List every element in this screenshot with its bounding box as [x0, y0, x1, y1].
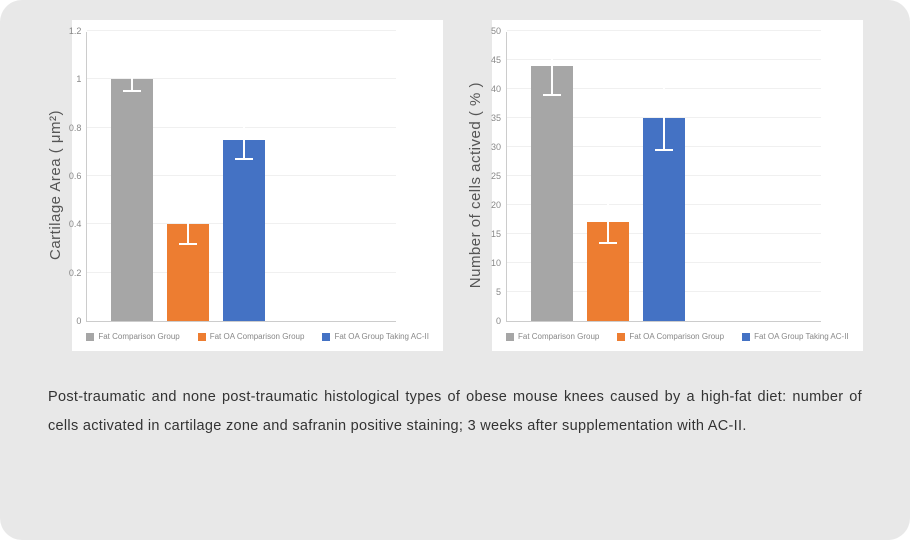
ytick-label: 40 [491, 84, 507, 94]
legend-label: Fat OA Group Taking AC-II [754, 332, 849, 341]
legend-item-2: Fat OA Group Taking AC-II [322, 332, 429, 341]
errorbar-cap [179, 243, 197, 245]
errorbar-cap [123, 90, 141, 92]
errorbar-cap [235, 158, 253, 160]
legend-label: Fat OA Comparison Group [210, 332, 305, 341]
legend-swatch [506, 333, 514, 341]
legend-item-2: Fat OA Group Taking AC-II [742, 332, 849, 341]
chart-right-block: Number of cells actived ( % ) 0510152025… [467, 20, 863, 351]
errorbar-cap [123, 66, 141, 68]
chart-left-block: Cartilage Area ( μm²) 00.20.40.60.811.2 … [47, 20, 443, 351]
errorbar-cap [655, 149, 673, 151]
ytick-label: 25 [491, 171, 507, 181]
ytick-label: 1.2 [69, 26, 88, 36]
gridline [87, 30, 396, 31]
bar-0 [111, 79, 153, 321]
ytick-label: 45 [491, 55, 507, 65]
legend-label: Fat OA Comparison Group [629, 332, 724, 341]
ytick-label: 20 [491, 200, 507, 210]
errorbar-cap [599, 201, 617, 203]
chart-left-ylabel: Cartilage Area ( μm²) [47, 110, 64, 260]
errorbar-cap [543, 94, 561, 96]
ytick-label: 0 [496, 316, 507, 326]
legend-swatch [742, 333, 750, 341]
legend-item-0: Fat Comparison Group [86, 332, 179, 341]
legend-swatch [86, 333, 94, 341]
ytick-label: 0.4 [69, 219, 88, 229]
legend-label: Fat OA Group Taking AC-II [334, 332, 429, 341]
ytick-label: 0.2 [69, 268, 88, 278]
ytick-label: 0 [76, 316, 87, 326]
gridline [507, 59, 821, 60]
legend-label: Fat Comparison Group [98, 332, 179, 341]
ytick-label: 10 [491, 258, 507, 268]
legend-item-0: Fat Comparison Group [506, 332, 599, 341]
chart-right-plot: 05101520253035404550 [506, 32, 821, 322]
ytick-label: 30 [491, 142, 507, 152]
errorbar-stem [131, 67, 133, 91]
ytick-label: 0.6 [69, 171, 88, 181]
ytick-label: 50 [491, 26, 507, 36]
bar-2 [223, 140, 265, 321]
errorbar-stem [663, 86, 665, 150]
bar-0 [531, 66, 573, 321]
charts-row: Cartilage Area ( μm²) 00.20.40.60.811.2 … [28, 20, 882, 351]
gridline [507, 30, 821, 31]
chart-right-legend: Fat Comparison Group Fat OA Comparison Gr… [506, 332, 849, 341]
legend-swatch [322, 333, 330, 341]
errorbar-stem [243, 120, 245, 159]
chart-left-plot: 00.20.40.60.811.2 [86, 32, 396, 322]
errorbar-stem [551, 37, 553, 95]
errorbar-cap [655, 85, 673, 87]
chart-left-legend: Fat Comparison Group Fat OA Comparison Gr… [86, 332, 429, 341]
errorbar-cap [599, 242, 617, 244]
ytick-label: 0.8 [69, 123, 88, 133]
ytick-label: 35 [491, 113, 507, 123]
chart-left-panel: 00.20.40.60.811.2 Fat Comparison GroupFa… [72, 20, 443, 351]
ytick-label: 5 [496, 287, 507, 297]
errorbar-cap [235, 119, 253, 121]
legend-item-1: Fat OA Comparison Group [617, 332, 724, 341]
errorbar-stem [187, 205, 189, 244]
figure-caption: Post-traumatic and none post-traumatic h… [28, 383, 882, 441]
legend-label: Fat Comparison Group [518, 332, 599, 341]
figure-container: Cartilage Area ( μm²) 00.20.40.60.811.2 … [0, 0, 910, 540]
legend-item-1: Fat OA Comparison Group [198, 332, 305, 341]
errorbar-cap [543, 36, 561, 38]
errorbar-stem [607, 202, 609, 243]
legend-swatch [198, 333, 206, 341]
ytick-label: 15 [491, 229, 507, 239]
chart-right-panel: 05101520253035404550 Fat Comparison Grou… [492, 20, 863, 351]
errorbar-cap [179, 204, 197, 206]
ytick-label: 1 [76, 74, 87, 84]
legend-swatch [617, 333, 625, 341]
chart-right-ylabel: Number of cells actived ( % ) [467, 82, 484, 288]
